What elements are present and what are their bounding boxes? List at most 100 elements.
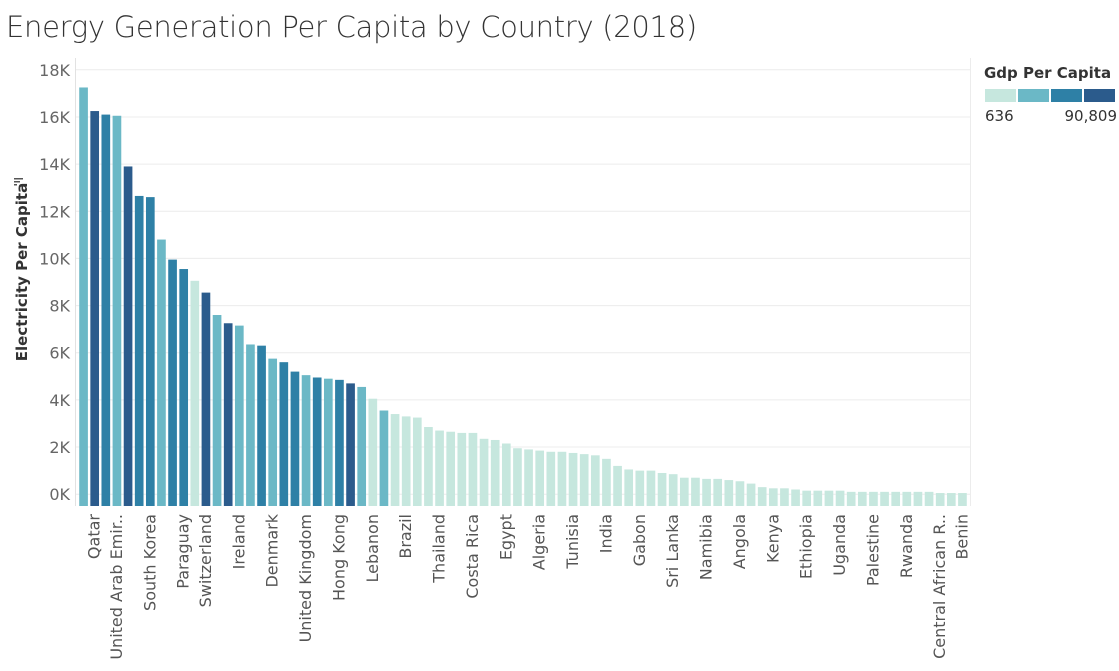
bar[interactable] [212,315,222,506]
bar[interactable] [335,379,344,506]
bar[interactable] [223,323,233,506]
x-tick-label: Ethiopia [797,514,816,579]
bar[interactable] [702,478,711,506]
bar[interactable] [368,398,378,506]
bar[interactable] [624,469,634,506]
bar[interactable] [579,454,589,506]
x-tick-label: Thailand [430,514,449,584]
bar[interactable] [79,87,88,506]
bar[interactable] [101,114,111,506]
x-tick-label: Costa Rica [463,514,482,599]
bar[interactable] [446,431,456,506]
bar[interactable] [857,491,867,506]
bar[interactable] [290,371,300,506]
bar[interactable] [201,292,211,506]
bar[interactable] [813,490,823,506]
bar[interactable] [535,450,545,506]
bar[interactable] [234,325,244,506]
bar[interactable] [524,449,533,506]
bar[interactable] [891,491,901,506]
bar[interactable] [946,493,956,506]
bar[interactable] [846,491,856,506]
bar[interactable] [145,197,155,506]
bar[interactable] [913,491,923,506]
bar[interactable] [412,417,422,506]
bar[interactable] [468,432,478,506]
bar[interactable] [935,493,945,506]
bar[interactable] [713,478,723,506]
bar[interactable] [246,344,255,506]
bar[interactable] [568,452,578,506]
bar[interactable] [90,111,100,506]
bar[interactable] [346,383,355,506]
bar[interactable] [513,448,522,506]
bar[interactable] [880,491,889,506]
x-tick-label: Ireland [229,514,248,569]
bar[interactable] [746,483,756,506]
bar[interactable] [257,345,266,506]
bar[interactable] [646,470,656,506]
bar[interactable] [401,416,411,506]
x-tick-label: Paraguay [174,514,193,589]
x-tick-label: Tunisia [563,514,582,570]
x-tick-label: Switzerland [196,514,215,607]
bar[interactable] [546,451,556,506]
y-tick-label: 2K [49,438,70,457]
bar[interactable] [457,432,467,506]
bar[interactable] [390,414,400,506]
bar[interactable] [768,488,778,506]
y-tick-label: 10K [39,249,70,268]
bar[interactable] [757,487,767,506]
bar[interactable] [323,378,333,506]
bar[interactable] [802,490,812,506]
bar[interactable] [490,439,500,506]
bar[interactable] [112,115,122,506]
x-tick-label: Rwanda [897,514,916,578]
x-tick-label: Kenya [763,514,782,563]
bar[interactable] [168,259,177,506]
bar[interactable] [724,480,734,506]
bar[interactable] [835,490,845,506]
bar[interactable] [279,362,289,506]
x-tick-label: Qatar [85,514,104,559]
y-tick-label: 14K [39,155,70,174]
bar[interactable] [679,477,689,506]
bar[interactable] [824,490,834,506]
bar[interactable] [613,465,622,506]
x-tick-label: United Arab Emir.. [107,514,126,660]
bar[interactable] [735,481,745,506]
bar[interactable] [902,491,912,506]
bar[interactable] [424,427,433,506]
legend-swatch-1 [984,88,1017,103]
bar[interactable] [268,358,278,506]
y-tick-label: 18K [39,61,70,80]
bar[interactable] [501,443,511,506]
bar[interactable] [123,166,133,506]
bar[interactable] [157,239,166,506]
bar[interactable] [435,430,444,506]
bar[interactable] [958,493,967,506]
bar[interactable] [691,477,700,506]
bar[interactable] [869,491,878,506]
bar[interactable] [312,377,322,506]
bar[interactable] [190,280,200,506]
legend-title: Gdp Per Capita [984,64,1112,82]
bar[interactable] [924,491,934,506]
bar[interactable] [357,386,367,506]
sort-icon[interactable] [14,178,23,186]
bar[interactable] [590,455,600,506]
bar[interactable] [657,472,667,506]
bar[interactable] [791,489,800,506]
bar[interactable] [635,470,645,506]
bar[interactable] [179,269,189,506]
bar[interactable] [780,488,789,506]
bar[interactable] [379,410,389,506]
y-tick-label: 4K [49,391,70,410]
bar[interactable] [602,458,611,506]
bar[interactable] [479,438,489,506]
x-tick-label: Algeria [530,514,549,570]
bar[interactable] [668,474,678,506]
bar[interactable] [301,375,311,506]
bar[interactable] [134,195,144,507]
bar[interactable] [557,451,567,506]
